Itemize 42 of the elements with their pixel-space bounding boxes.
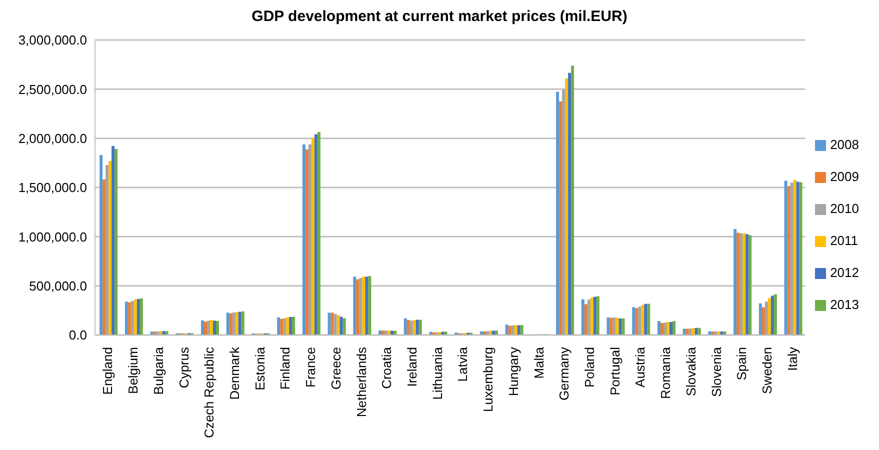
y-tick-label: 1,000,000.0 [18,229,87,244]
chart-title: GDP development at current market prices (mil.EUR) [250,8,628,25]
x-tick-label: Greece [328,347,344,390]
x-tick-label: Hungary [506,346,521,396]
x-tick-label: England [100,347,116,395]
x-tick-label: Luxemburg [480,347,496,412]
legend-label: 2010 [830,201,859,216]
x-tick-label: Croatia [379,346,394,389]
x-tick-label: Spain [734,347,750,380]
x-tick-label: Finland [278,347,293,390]
x-tick-label: Denmark [226,346,242,400]
x-tick-label: Belgium [126,347,141,394]
x-tick-label: Cyprus [176,346,192,388]
legend-label: 2011 [830,233,858,248]
x-tick-label: Czech Republic [202,346,217,438]
y-tick-label: 0.0 [68,328,87,343]
x-tick-label: Malta [531,346,546,379]
legend-label: 2013 [830,297,859,312]
x-tick-label: Estonia [252,346,268,390]
x-tick-label: Sweden [760,347,775,394]
x-tick-label: Austria [632,346,648,388]
x-tick-label: Slovenia [708,346,724,397]
x-tick-label: Germany [556,346,572,400]
y-tick-label: 2,000,000.0 [18,130,87,146]
legend-label: 2008 [830,137,859,152]
x-tick-label: Netherlands [354,346,369,418]
x-tick-label: Slovakia [683,346,698,396]
x-tick-label: Ireland [404,347,420,387]
y-tick-label: 3,000,000.0 [18,32,87,48]
x-tick-label: Romania [658,346,674,400]
y-tick-label: 500,000.0 [29,278,87,294]
x-tick-label: Poland [582,347,598,388]
x-tick-label: Portugal [607,346,622,396]
x-tick-label: Bulgaria [150,346,166,395]
y-tick-label: 2,500,000.0 [18,82,87,97]
x-tick-label: Lithuania [430,346,445,400]
x-tick-label: Latvia [455,346,470,382]
legend-label: 2012 [830,265,859,280]
y-tick-label: 1,500,000.0 [18,180,87,196]
x-tick-label: France [303,347,318,388]
legend-label: 2009 [830,169,859,184]
x-tick-label: Italy [784,346,800,371]
